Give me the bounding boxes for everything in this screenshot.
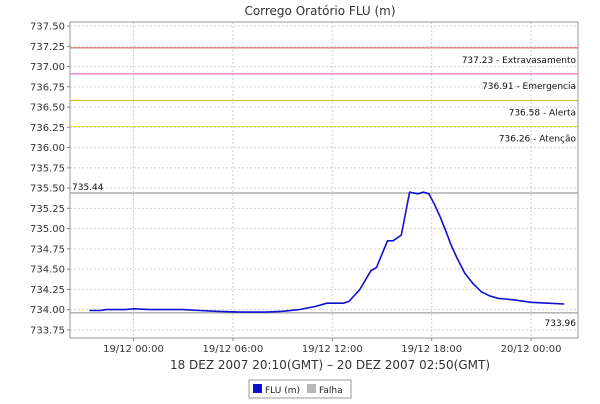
y-tick-label: 736.50 — [30, 103, 65, 114]
y-tick-label: 737.00 — [30, 62, 65, 73]
x-axis-ticks: 19/12 00:00 19/12 06:00 19/12 12:00 19/12 1… — [103, 338, 561, 355]
y-tick-label: 734.25 — [30, 285, 65, 296]
legend: FLU (m) Falha — [248, 379, 352, 399]
x-tick-label: 19/12 18:00 — [401, 344, 462, 355]
legend-swatch-falha — [307, 384, 316, 393]
y-tick-label: 733.75 — [30, 325, 65, 336]
x-tick-label: 19/12 00:00 — [103, 344, 164, 355]
legend-box — [248, 379, 352, 399]
series-line-flu — [89, 191, 565, 313]
y-tick-label: 735.75 — [30, 163, 65, 174]
threshold-label: 736.58 - Alerta — [509, 109, 576, 119]
y-tick-label: 736.75 — [30, 82, 65, 93]
threshold-lines: 737.23 - Extravasamento 736.91 - Emergenc… — [70, 47, 578, 329]
plot-border — [69, 21, 579, 339]
y-tick-label: 734.50 — [30, 265, 65, 276]
y-tick-label: 737.25 — [30, 42, 65, 53]
series-lines — [89, 191, 565, 313]
legend-label-flu: FLU (m) — [265, 386, 300, 396]
threshold-label: 736.26 - Atenção — [499, 135, 577, 145]
x-axis-label: 18 DEZ 2007 20:10(GMT) – 20 DEZ 2007 02:… — [170, 358, 490, 372]
threshold-label: 736.91 - Emergencia — [482, 82, 576, 92]
y-tick-label: 737.50 — [30, 22, 65, 33]
y-axis-ticks: 733.75 734.00 734.25 734.50 734.75 735.00 735.… — [30, 22, 70, 336]
y-tick-label: 734.00 — [30, 305, 65, 316]
y-tick-label: 734.75 — [30, 244, 65, 255]
y-tick-label: 736.00 — [30, 143, 65, 154]
x-tick-label: 20/12 00:00 — [501, 344, 562, 355]
x-tick-label: 19/12 06:00 — [202, 344, 263, 355]
y-tick-label: 735.50 — [30, 184, 65, 195]
x-tick-label: 19/12 12:00 — [302, 344, 363, 355]
chart-title: Corrego Oratório FLU (m) — [244, 4, 395, 18]
y-tick-label: 736.25 — [30, 123, 65, 134]
legend-label-falha: Falha — [319, 386, 343, 396]
threshold-label: 737.23 - Extravasamento — [462, 56, 577, 66]
y-tick-label: 735.00 — [30, 224, 65, 235]
reference-label: 735.44 — [72, 183, 104, 193]
gridlines — [70, 22, 578, 338]
y-tick-label: 735.25 — [30, 204, 65, 215]
reference-label: 733.96 — [545, 319, 577, 329]
legend-swatch-flu — [253, 384, 262, 393]
